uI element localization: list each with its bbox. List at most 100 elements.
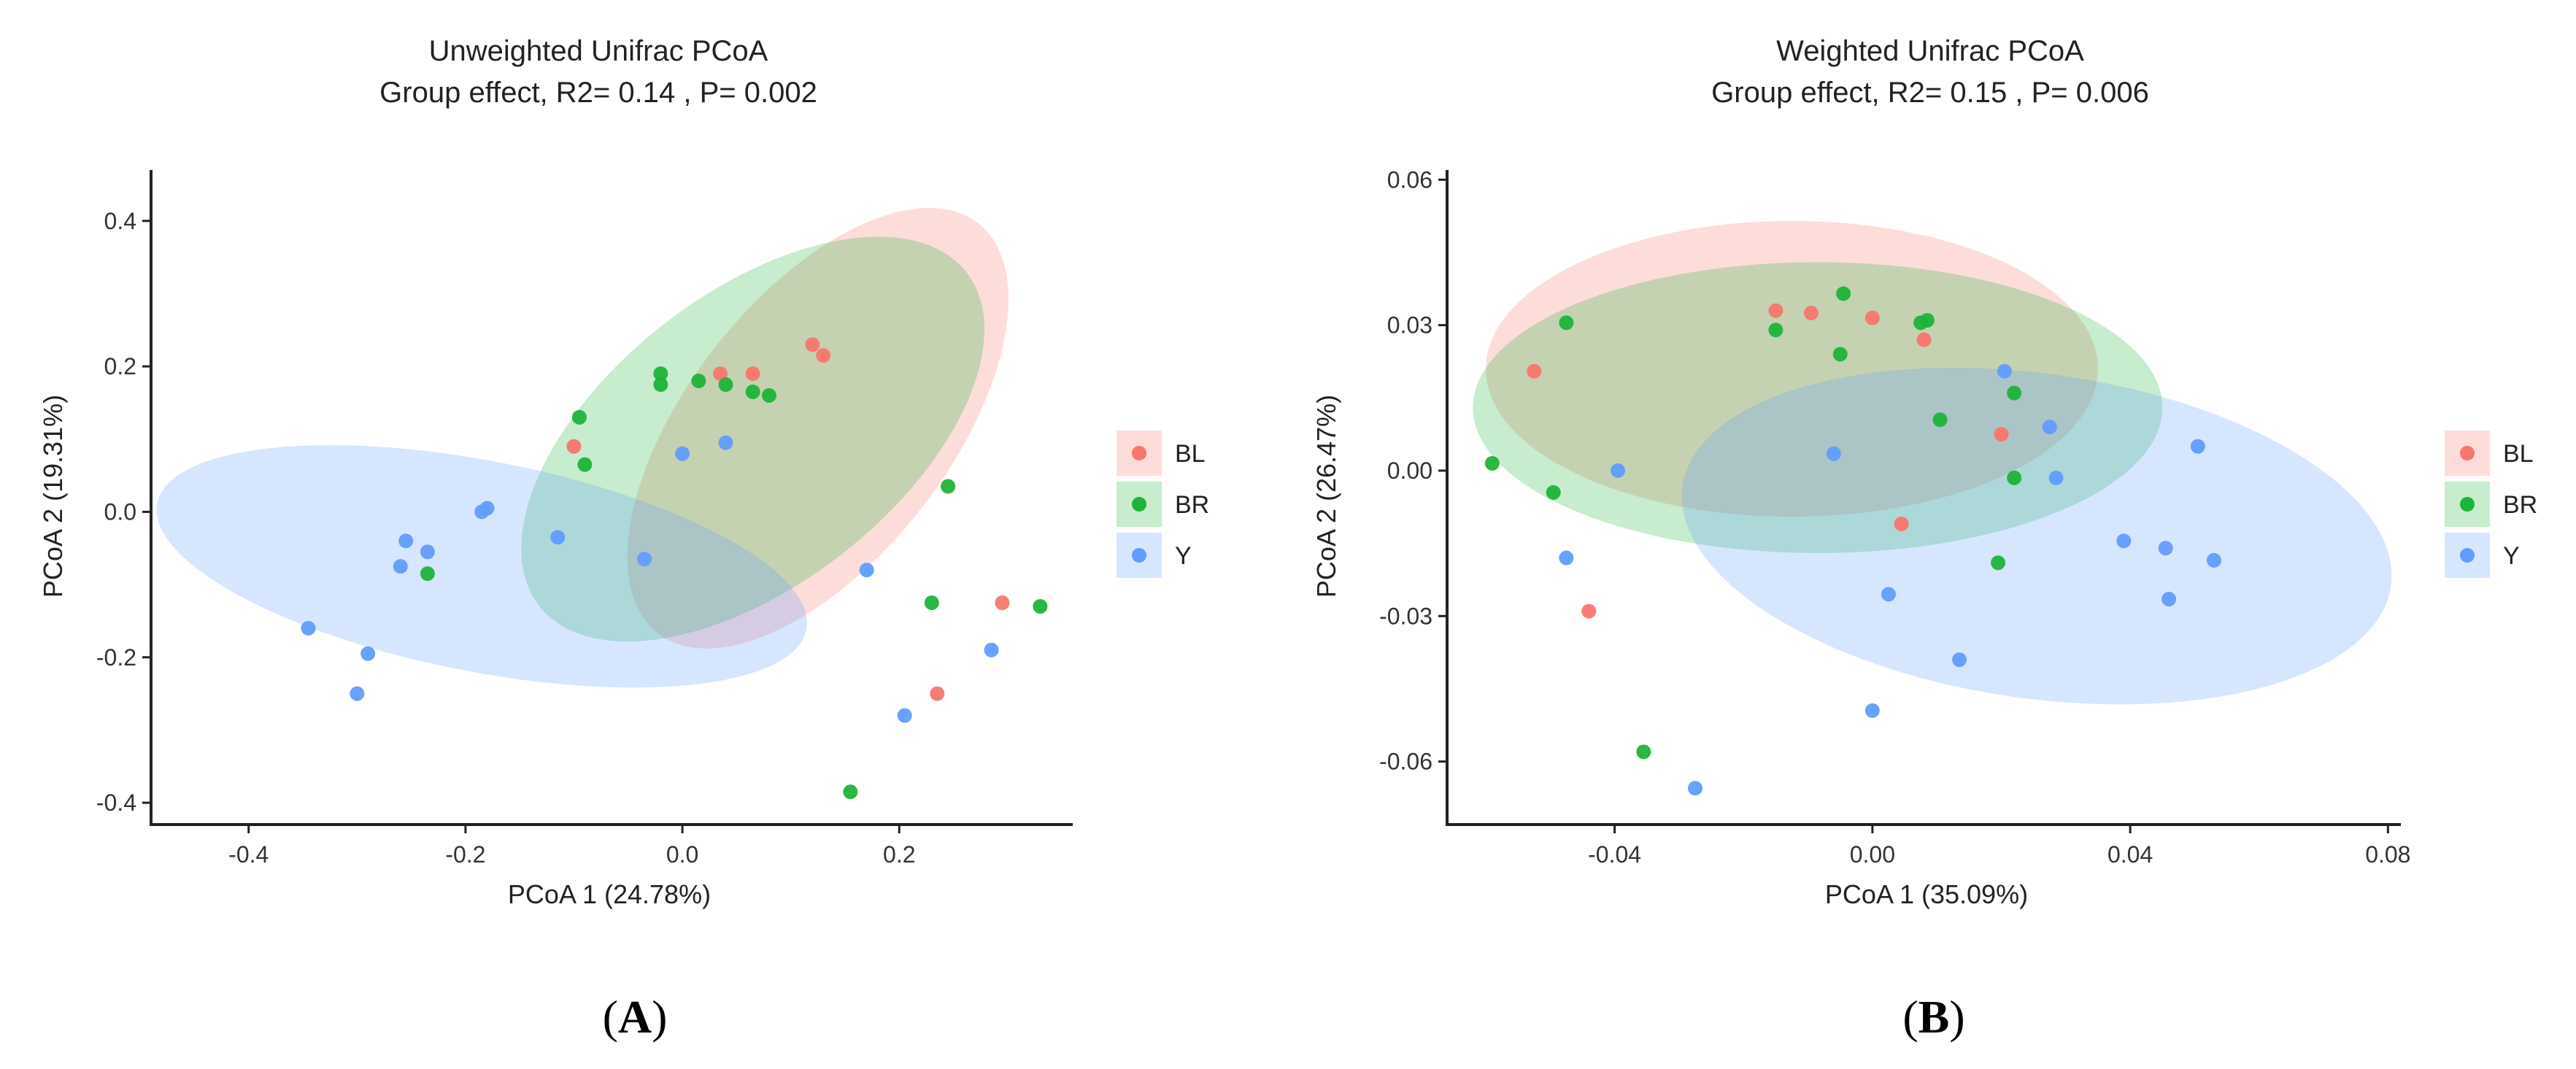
legend-marker-bl	[1132, 446, 1146, 460]
y-axis-label: PCoA 2 (26.47%)	[1311, 395, 1341, 598]
point-y	[1559, 550, 1574, 566]
point-br	[2007, 470, 2022, 485]
y-tick-label: -0.03	[1379, 603, 1432, 629]
panel-a-unweighted-pcoa: Unweighted Unifrac PCoA Group effect, R2…	[38, 35, 1209, 1043]
point-y	[420, 544, 435, 560]
panel-label-close: )	[652, 991, 667, 1043]
point-y	[479, 501, 495, 516]
point-y	[675, 446, 690, 461]
ellipse-layer	[1473, 220, 2392, 705]
panel-label-letter: B	[1918, 991, 1950, 1043]
chart-title: Weighted Unifrac PCoA	[1776, 35, 2084, 67]
panel-label-close: )	[1949, 991, 1964, 1043]
point-layer	[1484, 286, 2221, 796]
legend-marker-y	[1132, 548, 1146, 563]
panel-label-letter: A	[618, 991, 652, 1043]
point-br	[1991, 555, 2006, 571]
point-br	[1559, 315, 1574, 331]
point-bl	[1894, 517, 1909, 532]
point-bl	[713, 366, 728, 382]
chart-subtitle: Group effect, R2= 0.15 , P= 0.006	[1711, 77, 2149, 109]
legend-label-y: Y	[2503, 542, 2520, 570]
point-y	[360, 646, 376, 661]
point-y	[2042, 420, 2057, 435]
ellipse-layer	[156, 207, 1009, 688]
x-tick-label: -0.4	[228, 841, 269, 868]
point-br	[1484, 455, 1500, 471]
ellipse-y	[156, 445, 807, 688]
point-br	[577, 457, 593, 472]
point-y	[393, 559, 408, 574]
y-tick-label: 0.0	[104, 498, 136, 525]
point-br	[653, 377, 668, 393]
point-y	[859, 563, 874, 578]
point-br	[924, 595, 939, 611]
y-tick-label: -0.2	[96, 644, 136, 671]
point-layer	[301, 337, 1048, 800]
point-y	[637, 552, 652, 567]
panel-label-open: (	[1902, 991, 1918, 1043]
point-y	[1997, 363, 2012, 379]
legend-marker-br	[2460, 497, 2475, 512]
point-y	[718, 435, 733, 450]
x-tick-label: -0.2	[445, 841, 485, 868]
point-bl	[1864, 310, 1880, 325]
point-bl	[1581, 603, 1597, 619]
point-y	[398, 533, 414, 549]
x-tick-label: 0.08	[2365, 841, 2410, 868]
point-br	[718, 377, 733, 393]
legend: BL BR Y	[1117, 431, 1209, 578]
point-br	[1836, 286, 1851, 301]
point-y	[1952, 652, 1967, 668]
point-br	[691, 374, 706, 389]
legend-label-br: BR	[2503, 491, 2537, 519]
point-br	[1546, 485, 1561, 500]
legend: BL BR Y	[2445, 431, 2537, 578]
chart-subtitle: Group effect, R2= 0.14 , P= 0.002	[379, 77, 817, 109]
point-bl	[745, 366, 760, 382]
x-axis-label: PCoA 1 (35.09%)	[1825, 879, 2028, 909]
panel-b-weighted-pcoa: Weighted Unifrac PCoA Group effect, R2= …	[1311, 35, 2537, 1043]
point-br	[1932, 412, 1948, 428]
legend-label-bl: BL	[2503, 440, 2534, 468]
point-bl	[805, 337, 820, 352]
legend-marker-y	[2460, 548, 2475, 563]
point-bl	[566, 439, 582, 454]
x-tick-label: -0.04	[1588, 841, 1641, 868]
y-axis-label: PCoA 2 (19.31%)	[38, 395, 68, 598]
point-br	[761, 387, 776, 403]
point-br	[1768, 323, 1783, 338]
x-tick-label: 0.2	[883, 841, 915, 868]
x-tick-label: 0.0	[666, 841, 698, 868]
ellipse-y	[1681, 367, 2392, 705]
point-y	[897, 708, 912, 723]
point-y	[2162, 592, 2177, 607]
point-y	[1864, 703, 1880, 718]
y-tick-label: 0.03	[1387, 312, 1432, 339]
point-y	[301, 620, 316, 636]
legend-label-br: BR	[1175, 491, 1209, 519]
point-br	[1913, 315, 1929, 331]
point-y	[2116, 533, 2132, 549]
legend-label-bl: BL	[1175, 440, 1206, 468]
point-bl	[816, 348, 831, 363]
point-br	[420, 566, 435, 582]
point-bl	[1768, 303, 1783, 318]
panel-label: (A)	[603, 991, 668, 1043]
point-y	[1826, 446, 1841, 461]
y-tick-label: 0.06	[1387, 166, 1432, 193]
x-tick-label: 0.04	[2108, 841, 2153, 868]
point-y	[350, 686, 365, 701]
ellipse-br	[521, 236, 985, 642]
point-br	[1832, 347, 1848, 362]
point-y	[550, 530, 566, 545]
point-br	[1033, 599, 1048, 614]
point-bl	[995, 595, 1010, 611]
y-tick-label: -0.4	[96, 790, 136, 816]
panel-label-open: (	[603, 991, 618, 1043]
tick-layer: -0.4 -0.2 0.0 0.2 -0.4 -0.2 0.0 0.2 0.4	[96, 208, 916, 868]
point-y	[2048, 470, 2064, 485]
ellipse-bl	[627, 207, 1009, 649]
point-y	[2206, 552, 2221, 568]
